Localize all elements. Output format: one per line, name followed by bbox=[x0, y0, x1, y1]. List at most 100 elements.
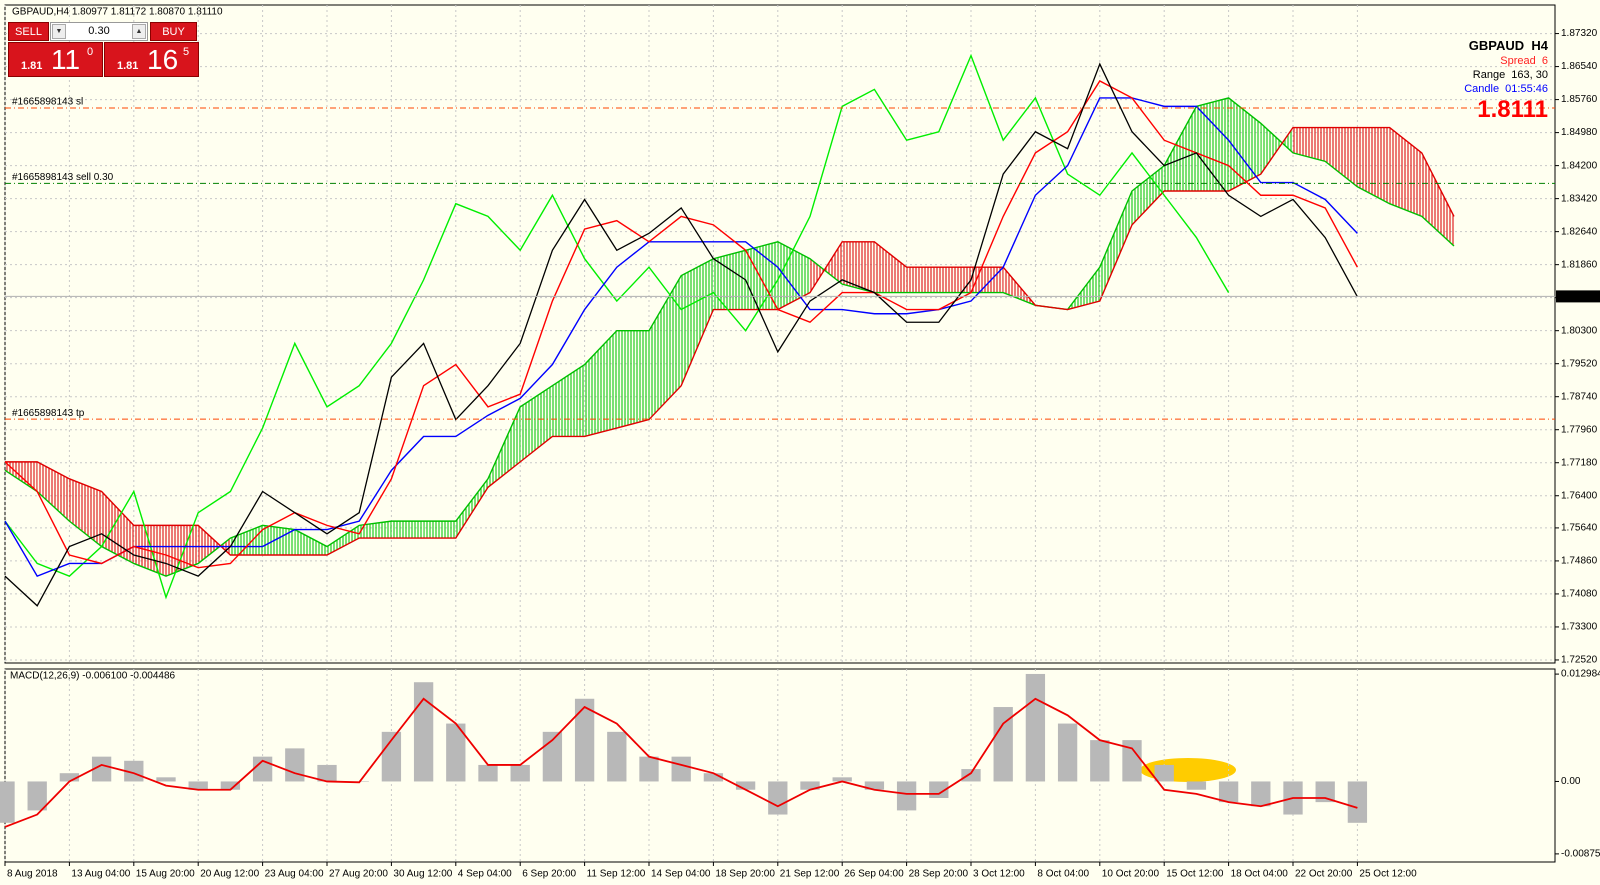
lot-up[interactable]: ▲ bbox=[132, 24, 146, 39]
price-line bbox=[4, 97, 1455, 577]
y-tick-label: 1.79520 bbox=[1561, 358, 1598, 369]
y-tick-label: 1.72520 bbox=[1561, 655, 1598, 666]
info-price: 1.8111 bbox=[1477, 96, 1548, 123]
cloud-segment bbox=[1293, 127, 1326, 162]
y-tick-label: 1.74080 bbox=[1561, 589, 1598, 600]
macd-bar bbox=[188, 781, 208, 790]
cloud-segment bbox=[1132, 165, 1165, 225]
x-tick-label: 30 Aug 12:00 bbox=[393, 869, 452, 880]
x-tick-label: 15 Oct 12:00 bbox=[1166, 869, 1224, 880]
cloud-segment bbox=[777, 241, 810, 310]
cloud-segment bbox=[198, 525, 231, 564]
cloud-segment bbox=[1099, 191, 1132, 302]
cloud-segment bbox=[359, 521, 392, 539]
y-tick-label: 1.86540 bbox=[1561, 61, 1598, 72]
macd-bar bbox=[27, 781, 47, 811]
x-tick-label: 18 Sep 20:00 bbox=[715, 869, 775, 880]
buy-button[interactable]: BUY bbox=[150, 22, 197, 41]
cloud-segment bbox=[1228, 97, 1261, 192]
current-price-label: 1.81110 bbox=[1560, 291, 1595, 302]
cloud-segment bbox=[681, 258, 714, 386]
y-tick-label: 1.84980 bbox=[1561, 127, 1598, 138]
x-tick-label: 11 Sep 12:00 bbox=[587, 869, 646, 880]
macd-bar bbox=[317, 764, 337, 782]
y-tick-label: 1.84200 bbox=[1561, 160, 1598, 171]
buy-price-prefix: 1.81 bbox=[117, 60, 139, 72]
sell-price-big: 11 bbox=[51, 44, 81, 75]
macd-bar bbox=[0, 781, 15, 823]
x-tick-label: 4 Sep 04:00 bbox=[458, 869, 512, 880]
cloud-segment bbox=[584, 330, 617, 437]
macd-bar bbox=[768, 781, 788, 815]
x-tick-label: 13 Aug 04:00 bbox=[71, 869, 130, 880]
cloud-segment bbox=[1421, 152, 1454, 247]
cloud-segment bbox=[166, 525, 199, 577]
cloud-segment bbox=[1196, 97, 1229, 192]
macd-bar bbox=[703, 773, 724, 782]
cloud-segment bbox=[713, 250, 746, 310]
macd-bar bbox=[896, 781, 917, 811]
macd-bar bbox=[1315, 781, 1335, 803]
order-level-label: #1665898143 sell 0.30 bbox=[12, 172, 114, 183]
cloud-segment bbox=[262, 525, 295, 555]
order-level-label: #1665898143 sl bbox=[12, 97, 83, 108]
y-tick-label: 1.82640 bbox=[1561, 226, 1598, 237]
cloud-segment bbox=[455, 478, 488, 539]
macd-bar bbox=[800, 781, 820, 790]
macd-bar bbox=[864, 781, 885, 790]
info-candle: Candle 01:55:46 bbox=[1464, 83, 1548, 95]
macd-bar bbox=[413, 682, 434, 782]
cloud-segment bbox=[1389, 127, 1422, 217]
x-tick-label: 14 Sep 04:00 bbox=[651, 869, 711, 880]
x-tick-label: 20 Aug 12:00 bbox=[200, 869, 259, 880]
lot-value: 0.30 bbox=[88, 25, 110, 37]
cloud-segment bbox=[842, 241, 875, 293]
chart-title: GBPAUD,H4 1.80977 1.81172 1.80870 1.8111… bbox=[12, 7, 223, 18]
x-tick-label: 10 Oct 20:00 bbox=[1102, 869, 1160, 880]
cloud-segment bbox=[488, 406, 521, 488]
sell-button[interactable]: SELL bbox=[8, 22, 49, 41]
y-tick-label: 1.78740 bbox=[1561, 391, 1598, 402]
y-tick-label: -0.008759 bbox=[1561, 849, 1600, 860]
y-tick-label: 1.76400 bbox=[1561, 490, 1598, 501]
y-tick-label: 1.85760 bbox=[1561, 94, 1598, 105]
cloud-segment bbox=[423, 521, 456, 539]
cloud-segment bbox=[230, 525, 263, 555]
lot-field[interactable]: ▼ 0.30 ▲ bbox=[50, 22, 148, 41]
cloud-segment bbox=[649, 275, 682, 420]
cloud-segment bbox=[391, 521, 424, 539]
x-tick-label: 28 Sep 20:00 bbox=[909, 869, 969, 880]
buy-price[interactable]: 1.81 16 5 bbox=[104, 42, 199, 77]
price-line bbox=[4, 80, 1359, 569]
macd-bar bbox=[961, 769, 981, 782]
main-panel bbox=[4, 4, 1556, 664]
sell-price-prefix: 1.81 bbox=[21, 60, 43, 72]
current-price-box bbox=[1556, 290, 1600, 303]
macd-bar bbox=[1347, 781, 1368, 823]
lot-down[interactable]: ▼ bbox=[52, 24, 66, 39]
macd-bar bbox=[124, 760, 144, 782]
x-tick-label: 22 Oct 20:00 bbox=[1295, 869, 1353, 880]
sell-price[interactable]: 1.81 11 0 bbox=[8, 42, 103, 77]
sell-price-sup: 0 bbox=[87, 46, 94, 58]
y-tick-label: 1.75640 bbox=[1561, 523, 1598, 534]
x-tick-label: 8 Aug 2018 bbox=[7, 869, 58, 880]
macd-bar bbox=[220, 781, 241, 790]
cloud-segment bbox=[552, 364, 585, 437]
cloud-segment bbox=[37, 461, 70, 522]
x-tick-label: 18 Oct 04:00 bbox=[1231, 869, 1289, 880]
macd-bar bbox=[1251, 781, 1271, 807]
macd-bar bbox=[1218, 781, 1239, 803]
macd-bar bbox=[1154, 764, 1174, 782]
info-range: Range 163, 30 bbox=[1472, 69, 1548, 81]
cloud-segment bbox=[1357, 127, 1390, 204]
x-tick-label: 15 Aug 20:00 bbox=[136, 869, 195, 880]
cloud-segment bbox=[69, 478, 102, 547]
macd-bar bbox=[156, 777, 176, 782]
cloud-segment bbox=[938, 267, 971, 293]
x-tick-label: 3 Oct 12:00 bbox=[973, 869, 1025, 880]
macd-bar bbox=[446, 723, 466, 782]
y-tick-label: 1.80300 bbox=[1561, 325, 1598, 336]
x-tick-label: 27 Aug 20:00 bbox=[329, 869, 388, 880]
